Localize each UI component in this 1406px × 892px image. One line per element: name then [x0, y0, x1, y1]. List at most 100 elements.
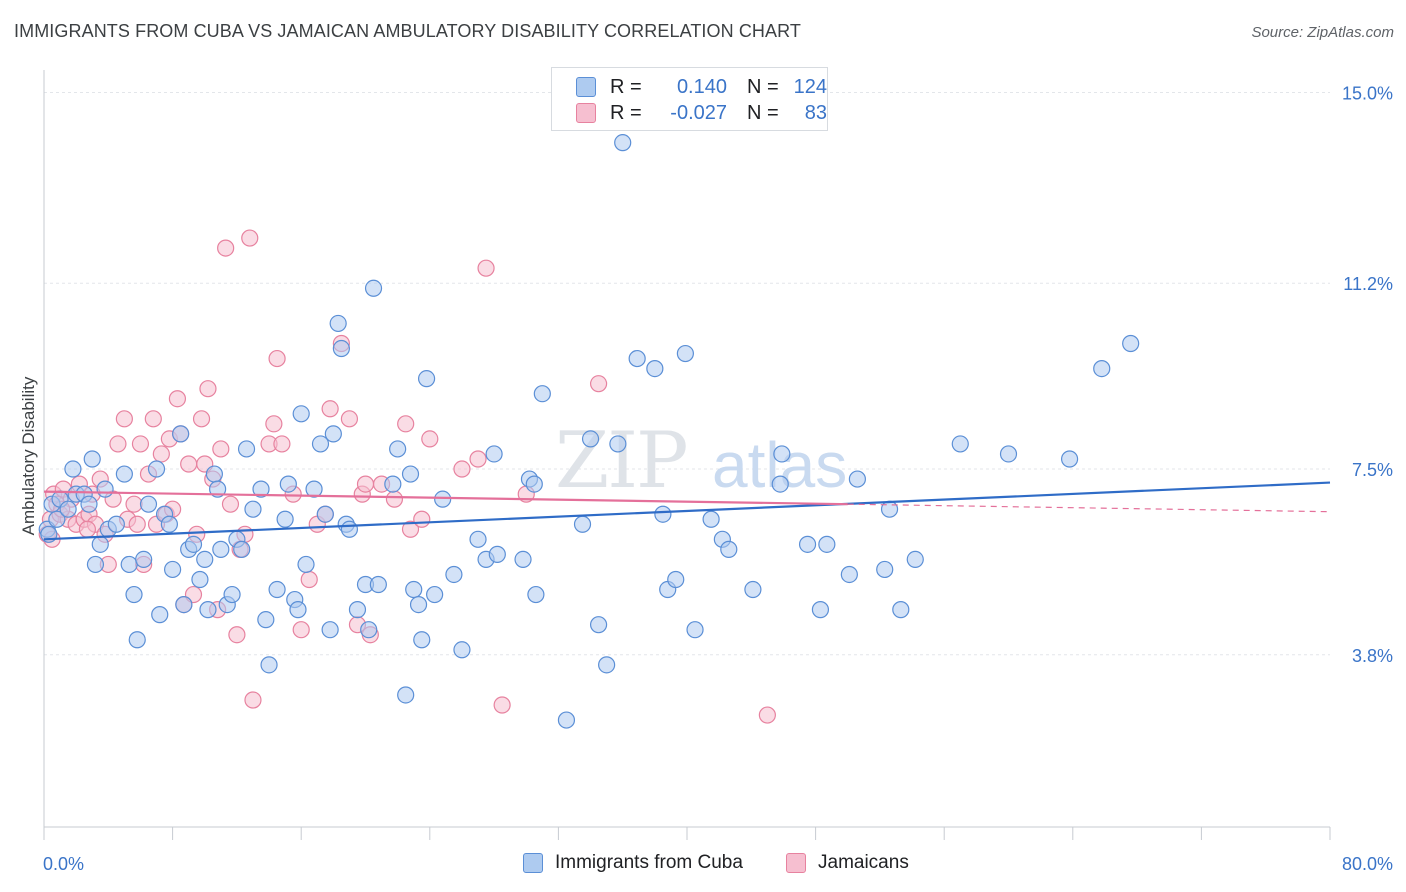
cuba-point	[906, 550, 924, 569]
cuba-point	[405, 580, 423, 599]
cuba-point	[329, 314, 347, 333]
cuba-swatch	[576, 77, 596, 97]
jamaicans-point	[273, 435, 291, 453]
cuba-point	[573, 515, 592, 533]
cuba-point	[83, 450, 101, 468]
cuba-point	[702, 510, 720, 528]
cuba-trend-line	[43, 481, 1331, 541]
jamaicans-point	[168, 390, 187, 408]
cuba-point	[348, 601, 367, 619]
jamaicans-point	[300, 570, 318, 589]
cuba-point	[191, 570, 209, 589]
cuba-point	[196, 550, 214, 569]
y-tick-label: 15.0%	[1342, 83, 1393, 103]
cuba-point	[139, 495, 158, 513]
jamaicans-point	[244, 691, 262, 709]
watermark-zip: ZIP	[555, 416, 687, 506]
jamaicans-point	[265, 415, 283, 433]
cuba-point	[434, 490, 452, 508]
cuba-point	[48, 510, 66, 528]
jamaicans-point	[493, 696, 511, 714]
cuba-point	[589, 616, 608, 634]
cuba-point	[316, 505, 334, 523]
cuba-point	[151, 606, 169, 624]
cuba-legend-swatch	[523, 853, 543, 873]
grid-lines	[44, 91, 1330, 656]
jamaicans-point	[125, 495, 143, 513]
cuba-point	[120, 555, 138, 574]
cuba-point	[86, 555, 105, 574]
cuba-point	[880, 500, 899, 518]
cuba-point	[1060, 450, 1079, 468]
cuba-point	[244, 500, 262, 518]
cuba-point	[360, 621, 378, 639]
jamaicans-point	[321, 400, 339, 418]
cuba-point	[205, 465, 223, 483]
jamaicans-point	[192, 410, 211, 428]
cuba-point	[209, 480, 227, 498]
cuba-point	[445, 565, 463, 584]
cuba-point	[598, 656, 616, 674]
cuba-point	[811, 601, 830, 619]
cuba-point	[892, 601, 910, 619]
x-tick-label-min: 0.0%	[43, 854, 84, 874]
r-label: R =	[610, 101, 642, 124]
cuba-point	[237, 440, 256, 458]
cuba-points	[38, 134, 1140, 729]
cuba-point	[409, 595, 428, 614]
y-tick-label: 3.8%	[1352, 646, 1393, 666]
cuba-point	[773, 445, 791, 463]
cuba-point	[417, 370, 436, 388]
cuba-point	[485, 445, 503, 463]
cuba-point	[614, 134, 632, 152]
cuba-point	[488, 545, 506, 563]
jamaicans-point	[401, 520, 420, 538]
jamaicans-point	[180, 455, 198, 473]
stats-row-cuba: R = 0.140 N = 124	[576, 75, 827, 99]
cuba-point	[514, 550, 532, 569]
cuba-point	[609, 435, 627, 453]
cuba-point	[292, 405, 310, 423]
jamaicans-swatch	[576, 103, 596, 123]
jamaicans-point	[115, 410, 133, 428]
cuba-point	[667, 570, 685, 589]
watermark: ZIP atlas	[555, 416, 847, 506]
r-value: 0.140	[676, 75, 727, 98]
cuba-point	[686, 621, 704, 639]
cuba-point	[1093, 360, 1111, 378]
jamaicans-point	[758, 706, 776, 724]
cuba-point	[369, 575, 387, 594]
jamaicans-point	[131, 435, 150, 453]
cuba-point	[848, 470, 866, 488]
trend-lines	[43, 481, 1331, 541]
cuba-point	[128, 631, 146, 649]
legend-item-jamaicans: Jamaicans	[786, 852, 909, 874]
cuba-point	[289, 601, 307, 619]
cuba-point	[951, 435, 969, 453]
cuba-point	[876, 560, 894, 579]
cuba-point	[268, 580, 286, 599]
jamaicans-point	[221, 495, 240, 513]
cuba-point	[744, 580, 762, 599]
cuba-point	[184, 535, 203, 553]
cuba-point	[80, 495, 98, 513]
cuba-point	[469, 530, 487, 548]
cuba-point	[798, 535, 817, 553]
y-tick-label: 11.2%	[1343, 274, 1393, 294]
cuba-point	[1122, 334, 1140, 353]
cuba-point	[525, 475, 543, 493]
cuba-point	[581, 430, 600, 448]
cuba-point	[628, 349, 646, 368]
cuba-point	[311, 435, 330, 453]
cuba-point	[59, 500, 77, 518]
n-value: 83	[804, 101, 827, 124]
n-value: 124	[793, 75, 827, 98]
jamaicans-point	[453, 460, 471, 478]
cuba-point	[257, 611, 275, 629]
cuba-point	[305, 480, 323, 498]
chart-title: IMMIGRANTS FROM CUBA VS JAMAICAN AMBULAT…	[14, 21, 802, 41]
jamaicans-point	[212, 440, 230, 458]
cuba-point	[340, 520, 359, 538]
cuba-point	[840, 565, 858, 584]
cuba-point	[297, 555, 315, 574]
